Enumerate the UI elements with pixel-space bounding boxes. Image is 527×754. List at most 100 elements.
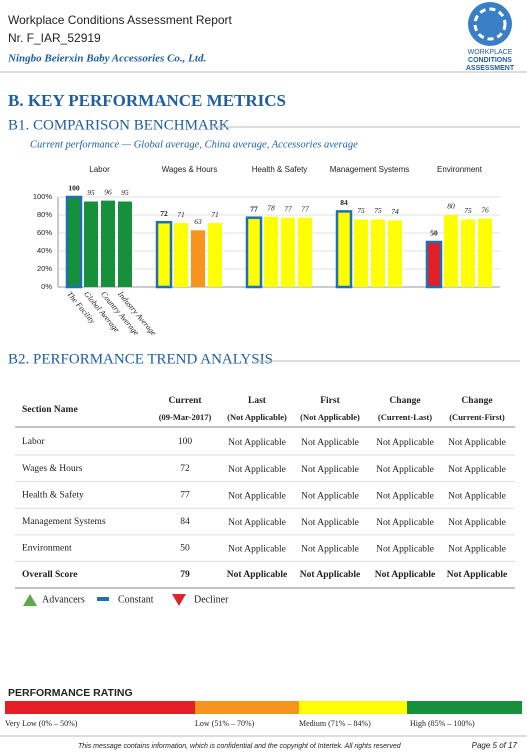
value-label: 76 — [481, 205, 489, 214]
table-cell: 100 — [178, 437, 193, 447]
table-cell: Overall Score — [22, 570, 78, 580]
rating-label: Very Low (0% – 50%) — [5, 719, 78, 728]
bar — [478, 218, 492, 287]
value-label: 75 — [357, 206, 365, 215]
value-label: 74 — [391, 207, 399, 216]
y-tick-label: 80% — [37, 210, 52, 219]
rating-segment — [407, 701, 522, 714]
table-cell: Environment — [22, 544, 72, 554]
bar — [335, 210, 353, 289]
table-cell: Not Applicable — [228, 491, 286, 501]
table-cell: 50 — [180, 544, 190, 554]
bar — [298, 217, 312, 287]
table-cell: 72 — [180, 464, 190, 474]
company: Ningbo Beierxin Baby Accessories Co., Lt… — [7, 53, 206, 65]
table-cell: Not Applicable — [376, 518, 434, 528]
value-label: 75 — [464, 206, 472, 215]
table-cell: Not Applicable — [228, 518, 286, 528]
table-cell: Not Applicable — [228, 438, 286, 448]
legend-label: Constant — [118, 594, 154, 605]
table-cell: 77 — [180, 490, 190, 500]
page-number: Page 5 of 17 — [472, 741, 518, 750]
category-label: Wages & Hours — [162, 165, 218, 174]
table-cell: Not Applicable — [448, 545, 506, 555]
table-cell: Not Applicable — [227, 570, 287, 580]
rating-segment — [195, 701, 299, 714]
table-cell: Not Applicable — [448, 518, 506, 528]
value-label: 75 — [374, 206, 382, 215]
rating-segment — [5, 701, 195, 714]
y-tick-label: 0% — [41, 282, 52, 291]
bar — [281, 217, 295, 287]
table-cell: 84 — [180, 517, 190, 527]
column-header: (Not Applicable) — [227, 412, 287, 422]
bar — [425, 240, 443, 289]
bar — [461, 219, 475, 287]
logo-mark — [473, 7, 507, 41]
bar — [208, 223, 222, 287]
table-cell: Not Applicable — [448, 438, 506, 448]
table-cell: Not Applicable — [301, 545, 359, 555]
subsection-title: B1. COMPARISON BENCHMARK — [8, 117, 230, 133]
bar — [245, 216, 263, 289]
bar — [84, 201, 98, 287]
bar — [444, 215, 458, 287]
bar — [371, 219, 385, 287]
constant-icon — [97, 597, 109, 601]
column-header: Change — [461, 396, 492, 406]
value-label: 80 — [447, 202, 455, 211]
footer-notice: This message contains information, which… — [78, 743, 402, 750]
legend-label: Advancers — [42, 594, 85, 605]
subsection-title: B2. PERFORMANCE TREND ANALYSIS — [8, 351, 273, 367]
table-cell: Management Systems — [22, 517, 106, 527]
section-title: B. KEY PERFORMANCE METRICS — [8, 91, 286, 110]
value-label: 77 — [301, 204, 309, 213]
value-label: 78 — [267, 204, 275, 213]
column-header: Change — [389, 396, 420, 406]
table-cell: Wages & Hours — [22, 464, 83, 474]
rating-label: Low (51% – 70%) — [195, 719, 255, 728]
y-tick-label: 60% — [37, 228, 52, 237]
table-cell: Not Applicable — [448, 491, 506, 501]
value-label: 77 — [250, 204, 258, 213]
rating-label: Medium (71% – 84%) — [299, 719, 371, 728]
table-cell: Not Applicable — [228, 465, 286, 475]
table-cell: Not Applicable — [300, 570, 360, 580]
report-title: Workplace Conditions Assessment Report — [8, 13, 233, 27]
table-cell: Not Applicable — [301, 465, 359, 475]
value-label: 50 — [430, 229, 438, 238]
table-cell: 79 — [180, 570, 190, 580]
decliner-icon — [172, 594, 186, 606]
bar — [174, 223, 188, 287]
value-label: 71 — [177, 210, 185, 219]
table-cell: Not Applicable — [376, 438, 434, 448]
rating-label: High (85% – 100%) — [410, 719, 475, 728]
category-label: Management Systems — [330, 165, 410, 174]
rating-title: PERFORMANCE RATING — [8, 687, 133, 699]
table-cell: Not Applicable — [448, 465, 506, 475]
column-header: (Current-Last) — [378, 412, 432, 422]
value-label: 77 — [284, 204, 292, 213]
logo-text: ASSESSMENT — [466, 65, 515, 72]
logo-text: WORKPLACE — [468, 49, 513, 56]
column-header: (Current-First) — [449, 412, 505, 422]
table-cell: Not Applicable — [301, 491, 359, 501]
table-cell: Not Applicable — [375, 570, 435, 580]
bar — [264, 216, 278, 287]
value-label: 84 — [340, 198, 348, 207]
table-cell: Labor — [22, 437, 46, 447]
bar — [354, 219, 368, 287]
value-label: 95 — [121, 188, 129, 197]
bar — [155, 220, 173, 289]
y-tick-label: 40% — [37, 246, 52, 255]
column-header: Last — [248, 396, 267, 406]
category-label: Health & Safety — [252, 165, 308, 174]
column-header: Section Name — [22, 405, 78, 415]
table-cell: Not Applicable — [228, 545, 286, 555]
table-cell: Not Applicable — [376, 545, 434, 555]
category-label: Environment — [437, 165, 483, 174]
column-header: (09-Mar-2017) — [159, 412, 212, 422]
bar — [101, 200, 115, 287]
bar — [65, 195, 83, 289]
